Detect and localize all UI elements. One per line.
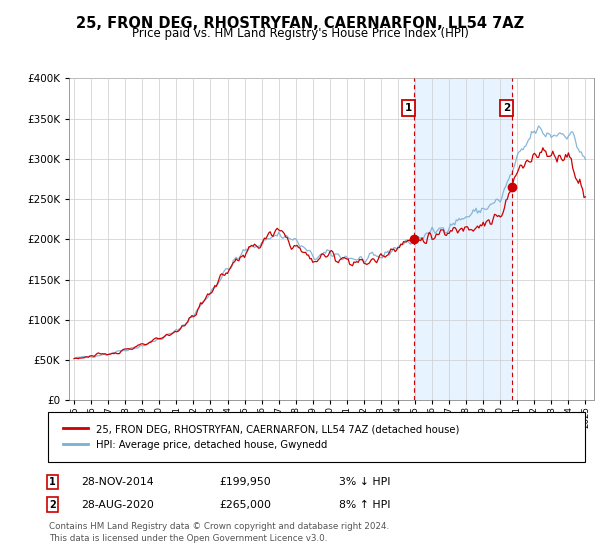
Text: 3% ↓ HPI: 3% ↓ HPI <box>339 477 391 487</box>
Text: 28-AUG-2020: 28-AUG-2020 <box>81 500 154 510</box>
Text: 1: 1 <box>405 103 412 113</box>
Bar <box>413 78 512 400</box>
Text: 1: 1 <box>49 477 56 487</box>
Text: Contains HM Land Registry data © Crown copyright and database right 2024.
This d: Contains HM Land Registry data © Crown c… <box>49 522 389 543</box>
Text: 25, FRON DEG, RHOSTRYFAN, CAERNARFON, LL54 7AZ: 25, FRON DEG, RHOSTRYFAN, CAERNARFON, LL… <box>76 16 524 31</box>
Text: Price paid vs. HM Land Registry's House Price Index (HPI): Price paid vs. HM Land Registry's House … <box>131 27 469 40</box>
Text: 8% ↑ HPI: 8% ↑ HPI <box>339 500 391 510</box>
Legend: 25, FRON DEG, RHOSTRYFAN, CAERNARFON, LL54 7AZ (detached house), HPI: Average pr: 25, FRON DEG, RHOSTRYFAN, CAERNARFON, LL… <box>58 419 465 455</box>
Text: 2: 2 <box>503 103 510 113</box>
Text: 28-NOV-2014: 28-NOV-2014 <box>81 477 154 487</box>
Text: £199,950: £199,950 <box>219 477 271 487</box>
Text: £265,000: £265,000 <box>219 500 271 510</box>
Text: 2: 2 <box>49 500 56 510</box>
